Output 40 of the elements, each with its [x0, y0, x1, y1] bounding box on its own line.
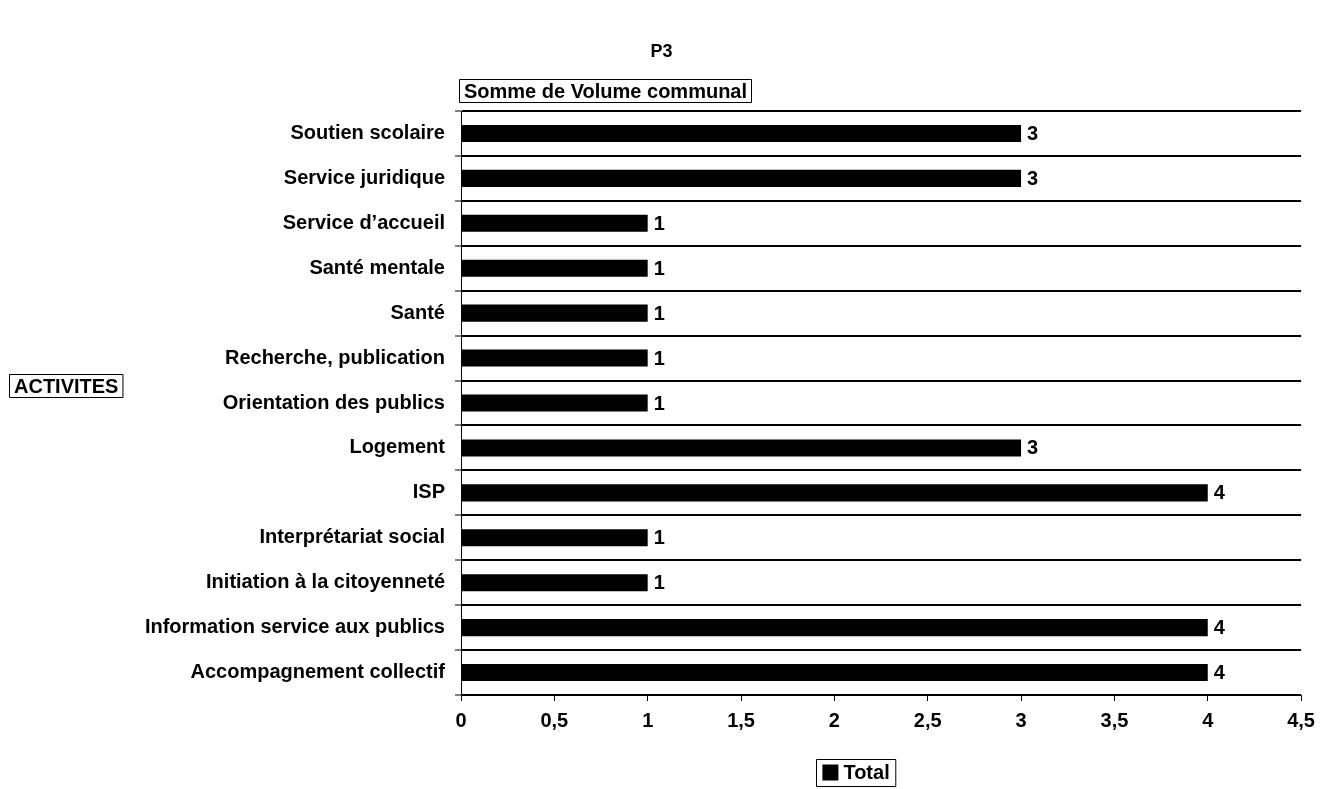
chart-subtitle: Somme de Volume communal	[464, 79, 748, 102]
x-tick-label: 2,5	[913, 708, 942, 731]
data-label: 1	[653, 346, 665, 369]
data-label: 1	[653, 301, 665, 324]
x-tick-label: 3,5	[1100, 708, 1129, 731]
data-label: 1	[653, 211, 665, 234]
data-label: 3	[1027, 121, 1039, 144]
data-label: 1	[653, 256, 665, 279]
x-tick-label: 0,5	[540, 708, 569, 731]
data-label: 1	[653, 391, 665, 414]
y-tick-label: Santé	[390, 300, 445, 323]
data-label: 4	[1213, 616, 1226, 639]
y-tick-label: Service d’accueil	[282, 210, 445, 233]
x-tick-label: 4	[1202, 708, 1215, 731]
x-tick-label: 2	[828, 708, 840, 731]
data-label: 4	[1213, 661, 1226, 684]
y-tick-label: Logement	[349, 435, 446, 458]
y-tick-label: Accompagnement collectif	[190, 660, 446, 683]
x-tick-label: 1	[642, 708, 654, 731]
y-tick-label: Orientation des publics	[222, 390, 445, 413]
x-tick-label: 4,5	[1287, 708, 1315, 731]
y-tick-label: Service juridique	[283, 165, 445, 188]
y-tick-label: Interprétariat social	[259, 525, 445, 548]
x-tick-label: 0	[455, 708, 467, 731]
data-label: 4	[1213, 481, 1226, 504]
legend-label: Total	[843, 761, 890, 784]
y-tick-label: Recherche, publication	[224, 345, 445, 368]
y-tick-label: Santé mentale	[309, 255, 445, 278]
y-tick-label: Initiation à la citoyenneté	[206, 570, 445, 593]
y-tick-label: Information service aux publics	[144, 615, 445, 638]
x-tick-label: 1,5	[727, 708, 755, 731]
y-axis-title: ACTIVITES	[14, 374, 119, 397]
data-label: 1	[653, 571, 665, 594]
data-label: 3	[1027, 436, 1039, 459]
data-label: 3	[1027, 166, 1039, 189]
y-tick-label: ISP	[412, 480, 445, 503]
data-label: 1	[653, 526, 665, 549]
chart-title: P3	[650, 40, 673, 61]
x-tick-label: 3	[1015, 708, 1027, 731]
y-tick-label: Soutien scolaire	[290, 120, 445, 143]
